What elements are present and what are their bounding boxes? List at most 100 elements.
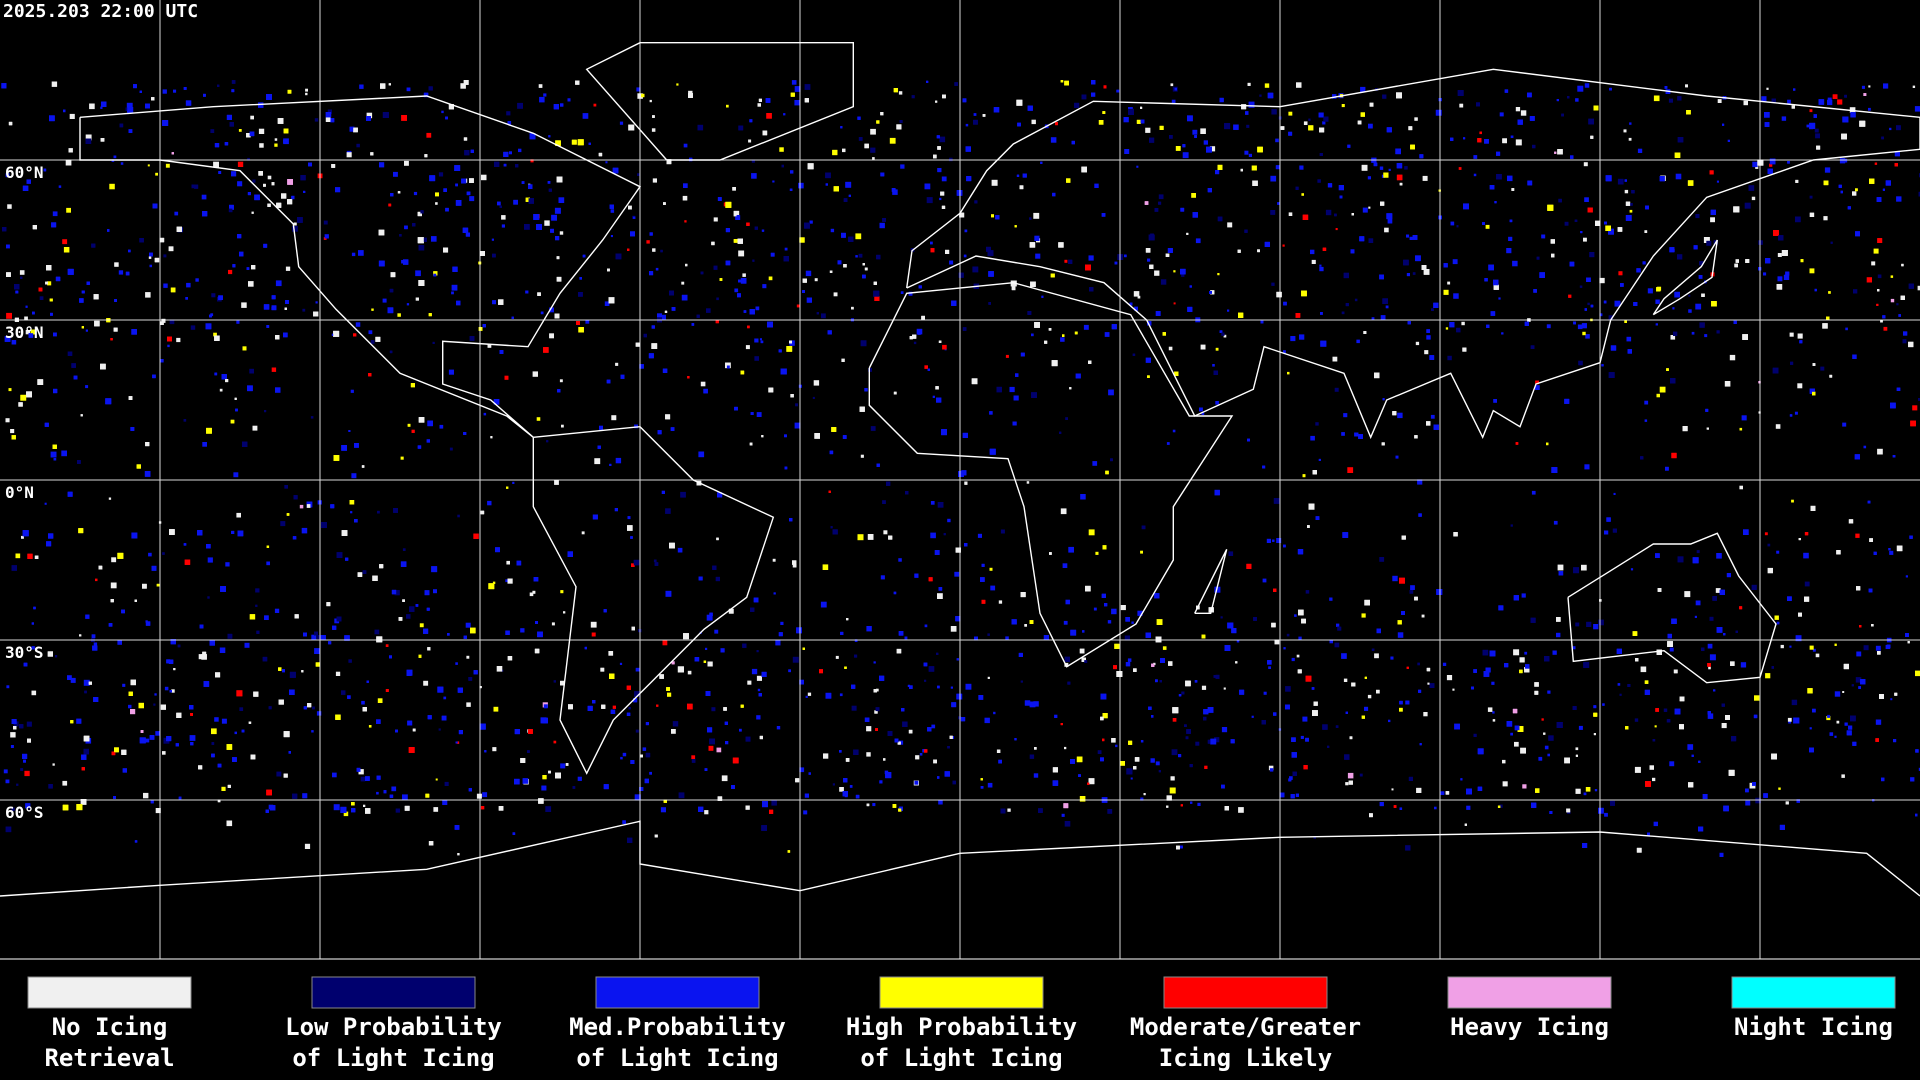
icing-pixel — [698, 806, 704, 812]
icing-pixel — [443, 247, 449, 253]
icing-pixel — [1644, 400, 1649, 405]
icing-pixel — [349, 126, 355, 132]
icing-pixel — [1826, 716, 1831, 721]
icing-pixel — [1917, 285, 1920, 291]
icing-pixel — [162, 89, 167, 94]
icing-pixel — [1313, 701, 1318, 706]
icing-pixel — [1809, 212, 1815, 217]
icing-pixel — [641, 93, 645, 98]
icing-pixel — [466, 191, 471, 196]
icing-pixel — [1065, 599, 1070, 605]
icing-pixel — [780, 368, 787, 375]
icing-pixel — [1673, 331, 1678, 336]
icing-pixel — [742, 273, 746, 277]
icing-pixel — [706, 614, 713, 621]
icing-pixel — [734, 288, 739, 293]
icing-pixel — [1297, 669, 1302, 674]
icing-pixel — [52, 211, 58, 217]
icing-pixel — [198, 654, 204, 660]
icing-pixel — [832, 529, 838, 535]
icing-pixel — [81, 754, 87, 760]
icing-pixel — [751, 668, 758, 675]
icing-pixel — [1203, 709, 1209, 715]
icing-pixel — [551, 214, 557, 221]
icing-pixel — [1029, 217, 1032, 220]
icing-pixel — [1367, 176, 1371, 180]
icing-pixel — [1068, 546, 1074, 553]
icing-pixel — [833, 292, 838, 297]
icing-pixel — [271, 295, 276, 300]
icing-pixel — [1582, 843, 1588, 848]
icing-pixel — [401, 115, 407, 121]
icing-pixel — [1664, 86, 1668, 89]
icing-pixel — [1712, 596, 1717, 601]
icing-pixel — [512, 832, 516, 835]
icing-pixel — [1204, 765, 1208, 769]
icing-pixel — [316, 711, 322, 716]
icing-pixel — [1863, 645, 1869, 651]
icing-pixel — [1421, 265, 1427, 270]
icing-pixel — [631, 563, 635, 567]
icing-pixel — [229, 204, 234, 210]
icing-pixel — [1640, 666, 1647, 673]
icing-pixel — [1399, 707, 1403, 712]
icing-pixel — [169, 319, 175, 325]
icing-pixel — [1489, 185, 1495, 190]
icing-pixel — [210, 129, 215, 133]
icing-pixel — [1422, 175, 1428, 181]
icing-pixel — [687, 376, 690, 379]
icing-pixel — [355, 322, 361, 327]
icing-pixel — [89, 103, 95, 110]
icing-pixel — [395, 808, 400, 813]
icing-pixel — [853, 749, 859, 755]
icing-pixel — [1069, 387, 1072, 390]
icing-pixel — [1371, 317, 1375, 320]
icing-pixel — [578, 327, 584, 333]
icing-pixel — [493, 706, 499, 712]
icing-pixel — [247, 385, 253, 392]
icing-pixel — [1918, 398, 1920, 401]
icing-pixel — [5, 779, 10, 784]
icing-pixel — [258, 102, 264, 108]
icing-pixel — [962, 327, 967, 331]
icing-pixel — [16, 783, 19, 786]
icing-pixel — [1213, 370, 1218, 375]
icing-pixel — [655, 267, 659, 271]
icing-pixel — [1111, 324, 1117, 330]
icing-pixel — [498, 806, 504, 811]
icing-pixel — [348, 659, 352, 663]
icing-pixel — [1508, 236, 1513, 241]
icing-pixel — [85, 134, 92, 141]
icing-pixel — [378, 260, 385, 267]
icing-pixel — [804, 793, 809, 798]
icing-pixel — [24, 316, 28, 321]
icing-pixel — [555, 236, 560, 241]
icing-pixel — [457, 514, 460, 518]
icing-pixel — [1136, 165, 1139, 168]
icing-pixel — [1815, 133, 1820, 139]
icing-pixel — [771, 800, 777, 806]
icing-pixel — [1172, 718, 1177, 722]
icing-pixel — [998, 600, 1003, 604]
icing-pixel — [68, 148, 73, 153]
icing-pixel — [93, 642, 98, 646]
icing-pixel — [233, 472, 239, 478]
icing-pixel — [1195, 238, 1201, 244]
icing-pixel — [751, 159, 755, 163]
icing-pixel — [882, 218, 886, 222]
icing-pixel — [66, 207, 71, 213]
icing-pixel — [716, 747, 722, 753]
icing-pixel — [1520, 110, 1527, 116]
icing-pixel — [1347, 144, 1351, 148]
icing-pixel — [1354, 432, 1359, 437]
icing-pixel — [1338, 185, 1344, 191]
icing-pixel — [529, 592, 534, 597]
icing-pixel — [1302, 214, 1309, 220]
icing-pixel — [1107, 809, 1113, 814]
icing-pixel — [547, 181, 551, 184]
icing-pixel — [939, 197, 942, 201]
icing-pixel — [80, 799, 87, 805]
icing-pixel — [1259, 94, 1262, 97]
icing-pixel — [351, 473, 357, 479]
icing-pixel — [1608, 315, 1613, 320]
